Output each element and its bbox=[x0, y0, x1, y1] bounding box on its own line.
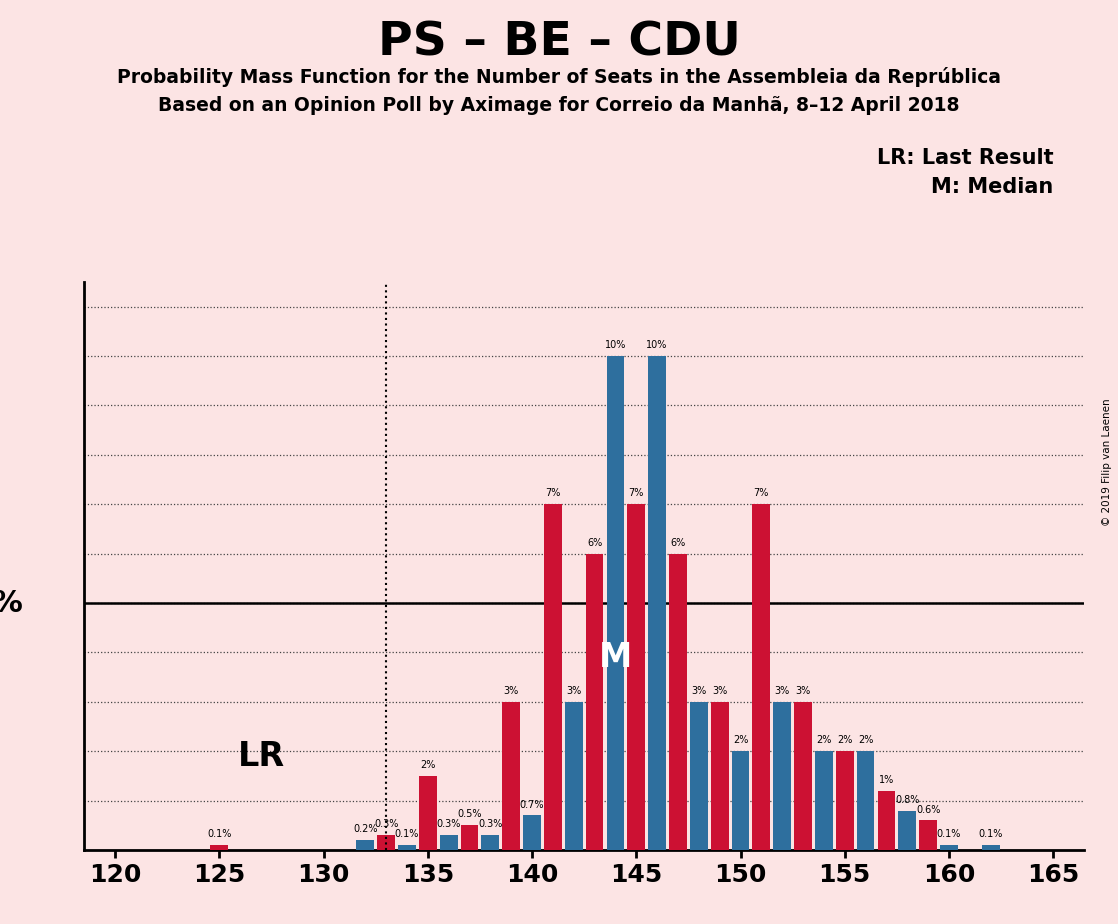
Bar bbox=[607, 356, 624, 850]
Text: © 2019 Filip van Laenen: © 2019 Filip van Laenen bbox=[1102, 398, 1111, 526]
Text: LR: Last Result: LR: Last Result bbox=[877, 148, 1053, 168]
Text: 2%: 2% bbox=[858, 736, 873, 746]
Text: 0.1%: 0.1% bbox=[395, 829, 419, 839]
Text: 7%: 7% bbox=[754, 488, 769, 498]
Text: Based on an Opinion Poll by Aximage for Correio da Manhã, 8–12 April 2018: Based on an Opinion Poll by Aximage for … bbox=[159, 96, 959, 116]
Text: 3%: 3% bbox=[503, 686, 519, 696]
Bar bbox=[502, 702, 520, 850]
Bar bbox=[731, 751, 749, 850]
Text: 2%: 2% bbox=[816, 736, 832, 746]
Bar bbox=[899, 810, 916, 850]
Bar bbox=[439, 835, 457, 850]
Text: 0.1%: 0.1% bbox=[937, 829, 961, 839]
Bar bbox=[711, 702, 729, 850]
Text: 0.6%: 0.6% bbox=[916, 805, 940, 814]
Text: 3%: 3% bbox=[566, 686, 581, 696]
Bar bbox=[919, 821, 937, 850]
Text: 2%: 2% bbox=[732, 736, 748, 746]
Text: 0.5%: 0.5% bbox=[457, 809, 482, 820]
Bar bbox=[752, 505, 770, 850]
Text: 3%: 3% bbox=[775, 686, 789, 696]
Text: Probability Mass Function for the Number of Seats in the Assembleia da Reprúblic: Probability Mass Function for the Number… bbox=[117, 67, 1001, 87]
Bar bbox=[482, 835, 500, 850]
Text: 0.1%: 0.1% bbox=[207, 829, 231, 839]
Text: 5%: 5% bbox=[0, 589, 23, 617]
Bar bbox=[669, 553, 686, 850]
Bar bbox=[878, 791, 896, 850]
Bar bbox=[586, 553, 604, 850]
Bar bbox=[774, 702, 792, 850]
Bar bbox=[794, 702, 812, 850]
Text: 6%: 6% bbox=[587, 538, 603, 548]
Bar bbox=[648, 356, 666, 850]
Text: 6%: 6% bbox=[671, 538, 685, 548]
Text: 1%: 1% bbox=[879, 775, 894, 784]
Text: LR: LR bbox=[237, 740, 285, 772]
Text: 0.3%: 0.3% bbox=[373, 820, 398, 830]
Bar bbox=[836, 751, 853, 850]
Bar bbox=[210, 845, 228, 850]
Bar bbox=[982, 845, 999, 850]
Text: 0.7%: 0.7% bbox=[520, 799, 544, 809]
Text: 0.3%: 0.3% bbox=[436, 820, 461, 830]
Text: 2%: 2% bbox=[837, 736, 852, 746]
Text: 2%: 2% bbox=[420, 760, 436, 770]
Bar bbox=[523, 816, 541, 850]
Bar bbox=[940, 845, 958, 850]
Bar bbox=[627, 505, 645, 850]
Bar bbox=[377, 835, 395, 850]
Text: 0.3%: 0.3% bbox=[479, 820, 502, 830]
Bar bbox=[544, 505, 561, 850]
Bar bbox=[398, 845, 416, 850]
Text: 10%: 10% bbox=[646, 340, 667, 350]
Bar bbox=[357, 840, 375, 850]
Bar bbox=[461, 825, 479, 850]
Bar bbox=[565, 702, 582, 850]
Text: 7%: 7% bbox=[546, 488, 560, 498]
Text: M: M bbox=[599, 641, 632, 674]
Text: 3%: 3% bbox=[691, 686, 707, 696]
Text: 0.8%: 0.8% bbox=[896, 795, 919, 805]
Bar bbox=[419, 776, 437, 850]
Bar bbox=[690, 702, 708, 850]
Text: 7%: 7% bbox=[628, 488, 644, 498]
Text: 3%: 3% bbox=[712, 686, 728, 696]
Text: PS – BE – CDU: PS – BE – CDU bbox=[378, 20, 740, 66]
Text: 3%: 3% bbox=[795, 686, 811, 696]
Text: 0.2%: 0.2% bbox=[353, 824, 378, 834]
Bar bbox=[856, 751, 874, 850]
Bar bbox=[815, 751, 833, 850]
Text: M: Median: M: Median bbox=[931, 177, 1053, 198]
Text: 0.1%: 0.1% bbox=[978, 829, 1003, 839]
Text: 10%: 10% bbox=[605, 340, 626, 350]
